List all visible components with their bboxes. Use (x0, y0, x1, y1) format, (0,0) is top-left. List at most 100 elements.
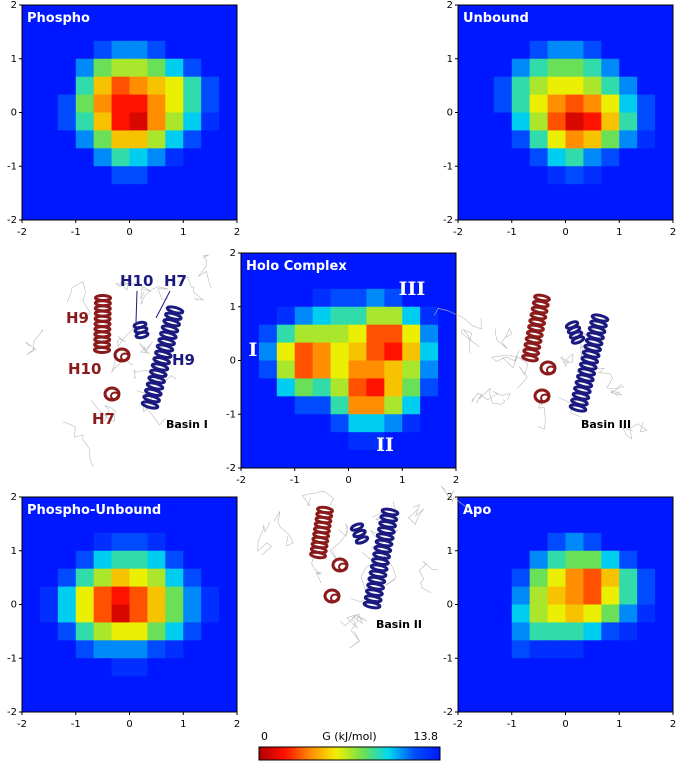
backbone-trace (67, 281, 91, 321)
heat-cell (129, 568, 148, 587)
backbone-trace (62, 422, 94, 467)
heat-cell (511, 676, 531, 695)
heat-cell (165, 586, 184, 605)
heat-cell (75, 658, 95, 677)
heat-cell (111, 58, 130, 78)
heat-cell (75, 676, 95, 695)
heat-cell (111, 568, 130, 587)
heat-cell (420, 324, 439, 343)
helix-turn (349, 522, 365, 532)
heat-cell (111, 586, 130, 605)
heat-cell (22, 166, 41, 185)
heat-cell (384, 270, 403, 290)
heat-cell (547, 184, 566, 203)
heat-cell (583, 94, 602, 113)
heat-cell (493, 622, 513, 641)
heat-cell (438, 414, 457, 433)
heat-cell (511, 40, 531, 60)
heat-cell (511, 148, 531, 167)
heat-cell (601, 58, 620, 78)
heat-cell (201, 184, 220, 203)
heat-cell (458, 604, 477, 623)
heat-cell (601, 604, 620, 623)
heat-cell (637, 497, 656, 516)
heat-cell (366, 253, 385, 272)
heat-cell (93, 640, 112, 659)
heat-cell (458, 514, 477, 534)
heat-cell (22, 550, 41, 570)
structure-label: H10 (68, 360, 101, 378)
heat-cell (75, 202, 95, 221)
heat-cell (655, 694, 674, 713)
heat-cell (276, 432, 296, 451)
heat-cell (637, 514, 656, 534)
heat-cell (111, 130, 130, 149)
heat-cell (201, 532, 220, 552)
heat-cell (183, 94, 202, 113)
panel-title: Phospho-Unbound (27, 503, 161, 518)
heat-cell (22, 148, 41, 167)
heat-cell (147, 58, 166, 78)
heat-cell (183, 148, 202, 167)
heat-cell (619, 568, 638, 587)
heat-cell (583, 184, 602, 203)
heat-cell (475, 514, 495, 534)
heat-cell (511, 130, 531, 149)
heat-cell (129, 514, 148, 534)
heat-cell (583, 22, 602, 42)
heat-cell (147, 604, 166, 623)
helix-turn (134, 330, 150, 340)
heat-cell (57, 130, 77, 149)
heat-cell (547, 532, 566, 552)
heat-cell (312, 432, 331, 451)
heat-cell (241, 253, 260, 272)
heat-cell (619, 550, 638, 570)
x-tick-label: 0 (345, 475, 351, 486)
heat-cell (348, 360, 367, 379)
heat-cell (655, 532, 674, 552)
heat-cell (420, 396, 439, 415)
heat-cell (511, 568, 531, 587)
heat-cell (565, 676, 584, 695)
structure-label: Basin III (581, 418, 631, 431)
heat-cell (147, 5, 166, 24)
basin-annotation: II (376, 434, 394, 456)
heat-cell (75, 604, 95, 623)
heat-cell (348, 414, 367, 433)
heat-cell (529, 586, 548, 605)
heat-cell (111, 622, 130, 641)
helix-turn (362, 600, 382, 610)
heat-cell (366, 342, 385, 361)
colorbar (258, 746, 441, 761)
heat-cell (366, 288, 385, 308)
heat-cell (57, 166, 77, 185)
heat-cell (165, 622, 184, 641)
heat-cell (219, 676, 238, 695)
y-tick-label: 2 (11, 0, 17, 11)
heat-cell (276, 414, 296, 433)
heat-cell (637, 76, 656, 95)
backbone-trace (418, 560, 438, 594)
backbone-trace (329, 523, 348, 559)
heat-cell (458, 5, 477, 24)
heat-cell (529, 166, 548, 185)
heat-cell (547, 58, 566, 78)
heat-cell (601, 40, 620, 60)
heat-cell (493, 94, 513, 113)
heat-cell (511, 622, 531, 641)
helix-turn (155, 343, 175, 353)
heat-cell (637, 640, 656, 659)
heat-cell (129, 658, 148, 677)
heat-cell (201, 604, 220, 623)
heat-cell (511, 202, 531, 221)
heat-cell (601, 94, 620, 113)
heat-cell (384, 306, 403, 326)
heat-cell (147, 532, 166, 552)
heat-cell (183, 166, 202, 185)
heat-cell (493, 586, 513, 605)
x-tick-label: 0 (126, 719, 132, 730)
heat-cell (75, 184, 95, 203)
heat-cell (655, 112, 674, 131)
heat-cell (39, 112, 59, 131)
heat-cell (219, 514, 238, 534)
